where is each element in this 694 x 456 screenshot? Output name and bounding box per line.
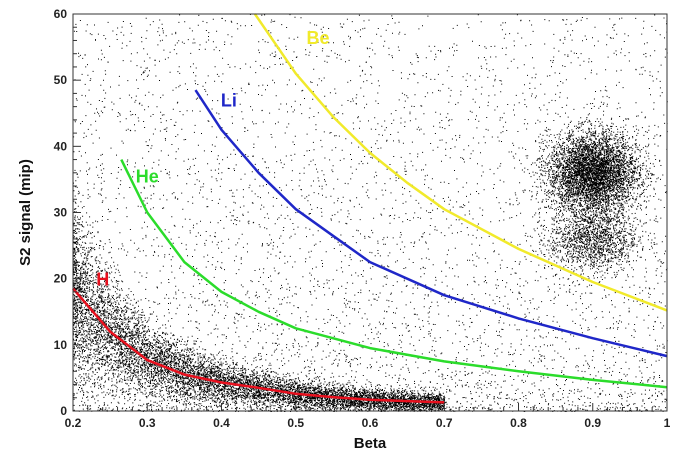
- label-h: H: [96, 269, 109, 289]
- y-tick-label: 40: [54, 139, 68, 153]
- x-tick-label: 0.8: [510, 416, 527, 430]
- curve-li: [194, 89, 668, 358]
- x-tick-label: 0.3: [139, 416, 156, 430]
- curves: [72, 13, 668, 404]
- y-tick-label: 30: [54, 206, 68, 220]
- x-tick-label: 1: [664, 416, 671, 430]
- label-be: Be: [307, 28, 330, 48]
- x-tick-label: 0.4: [213, 416, 230, 430]
- y-tick-label: 0: [60, 404, 67, 418]
- y-tick-label: 10: [54, 338, 68, 352]
- x-tick-label: 0.2: [65, 416, 82, 430]
- y-tick-label: 50: [54, 73, 68, 87]
- label-li: Li: [221, 91, 237, 111]
- y-tick-label: 20: [54, 272, 68, 286]
- curve-h: [72, 287, 445, 404]
- x-axis-title: Beta: [354, 435, 387, 452]
- label-he: He: [136, 167, 159, 187]
- curve-labels: H He Li Be: [96, 28, 329, 290]
- y-axis-title: S2 signal (mip): [17, 159, 34, 266]
- x-tick-label: 0.7: [436, 416, 453, 430]
- x-tick-label: 0.9: [584, 416, 601, 430]
- curve-he: [120, 159, 668, 389]
- y-tick-label: 60: [54, 7, 68, 21]
- x-tick-label: 0.6: [362, 416, 379, 430]
- x-tick-label: 0.5: [287, 416, 304, 430]
- curve-be: [253, 13, 668, 312]
